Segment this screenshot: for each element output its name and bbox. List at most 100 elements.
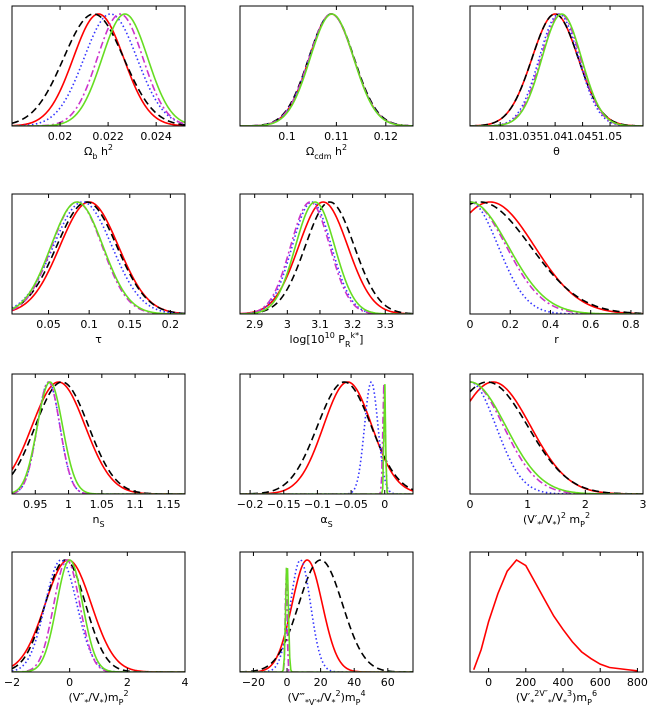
tau-tick-label: 0.05 xyxy=(36,318,61,331)
panel-ns: 0.95 1 1.05 1.1 1.15 nS xyxy=(11,373,186,529)
alpha-s-tick-label: −0.2 xyxy=(237,498,264,511)
r-curve-black-dashed xyxy=(470,201,643,314)
omega-b-tick-label: 0.024 xyxy=(140,130,172,143)
r-tick-label: 0 xyxy=(467,318,474,331)
panel-v4: 0 200 400 600 800 (V′*2V″*/V*3)mP6 xyxy=(469,551,648,706)
theta-curve-green-solid xyxy=(470,13,643,126)
omega-cdm-tick-label: 0.12 xyxy=(374,130,399,143)
alpha-s-curve-blue-dotted xyxy=(240,381,413,494)
omega-cdm-curve-black-dashed xyxy=(240,13,413,126)
v1-curve-red-solid xyxy=(470,381,643,494)
v2-frame xyxy=(11,551,186,673)
log-pr-tick-label: 3.2 xyxy=(344,318,362,331)
log-pr-tick-label: 2.9 xyxy=(246,318,264,331)
v3-tick-label: −20 xyxy=(242,676,265,689)
omega-cdm-curve-green-solid xyxy=(240,13,413,126)
theta-curve-black-dashed xyxy=(470,13,643,126)
r-curve-red-solid xyxy=(470,201,643,314)
omega-cdm-tick-label: 0.11 xyxy=(324,130,349,143)
v3-tick-label: 0 xyxy=(284,676,291,689)
ns-tick-label: 1 xyxy=(65,498,72,511)
v4-tick-label: 400 xyxy=(553,676,574,689)
log-pr-tick-label: 3 xyxy=(284,318,291,331)
omega-b-curve-blue-dotted xyxy=(12,13,185,126)
theta-curve-blue-dotted xyxy=(470,13,643,126)
alpha-s-xlabel: αS xyxy=(320,513,332,529)
omega-cdm-curve-blue-dotted xyxy=(240,13,413,126)
panel-v2: −2 0 2 4 (V″*/V*)mP2 xyxy=(4,551,189,706)
omega-b-curve-magenta-dashdot xyxy=(12,13,185,126)
v1-tick-label: 3 xyxy=(640,498,647,511)
v3-xlabel: (V‴*V′*/V*2)mP4 xyxy=(287,689,365,706)
panel-log-pr: 2.9 3 3.1 3.2 3.3 log[1010 PRk*] xyxy=(239,193,414,349)
alpha-s-tick-label: 0 xyxy=(381,498,388,511)
v1-curve-black-dashed xyxy=(470,381,643,494)
theta-tick-label: 1.035 xyxy=(512,130,544,143)
r-tick-label: 0.6 xyxy=(582,318,600,331)
ns-tick-label: 1.05 xyxy=(90,498,115,511)
log-pr-xlabel: log[1010 PRk*] xyxy=(290,331,364,349)
panel-omega-b: 0.02 0.022 0.024 Ωb h2 xyxy=(11,5,186,161)
panel-theta: 1.03 1.035 1.04 1.045 1.05 θ xyxy=(469,5,644,158)
ns-tick-label: 0.95 xyxy=(23,498,48,511)
v2-curve-red-solid xyxy=(12,559,185,672)
tau-frame xyxy=(11,193,186,315)
panel-alpha-s: −0.2 −0.15 −0.1 −0.05 0 αS xyxy=(237,373,414,529)
log-pr-tick-label: 3.1 xyxy=(311,318,329,331)
v3-curve-blue-dotted xyxy=(240,559,413,672)
tau-curve-magenta-dashdot xyxy=(12,201,185,314)
ns-tick-label: 1.1 xyxy=(126,498,144,511)
omega-b-tick-label: 0.022 xyxy=(92,130,124,143)
theta-tick-label: 1.03 xyxy=(488,130,513,143)
v3-curve-red-solid xyxy=(240,559,413,672)
tau-tick-label: 0.15 xyxy=(118,318,143,331)
r-tick-label: 0.2 xyxy=(501,318,519,331)
omega-b-curve-red-solid xyxy=(12,13,185,126)
omega-b-xlabel: Ωb h2 xyxy=(84,143,113,161)
log-pr-curve-red-solid xyxy=(240,201,413,314)
v1-curve-magenta-dashdot xyxy=(470,381,643,494)
panel-v1: 0 1 2 3 (V′*/V*)2 mP2 xyxy=(467,373,647,529)
alpha-s-tick-label: −0.05 xyxy=(334,498,368,511)
v3-tick-label: 60 xyxy=(381,676,395,689)
v4-curve-red-solid xyxy=(472,558,638,672)
omega-cdm-xlabel: Ωcdm h2 xyxy=(306,143,347,161)
v1-tick-label: 0 xyxy=(467,498,474,511)
r-tick-label: 0.4 xyxy=(542,318,560,331)
omega-b-frame xyxy=(11,5,186,127)
ns-curve-blue-dotted xyxy=(12,381,185,494)
v4-tick-label: 800 xyxy=(627,676,648,689)
theta-xlabel: θ xyxy=(553,145,560,158)
v2-curve-blue-dotted xyxy=(12,559,185,672)
tau-tick-label: 0.2 xyxy=(162,318,180,331)
ns-curve-black-dashed xyxy=(12,381,185,494)
tau-curve-black-dashed xyxy=(12,201,185,314)
v3-tick-label: 20 xyxy=(314,676,328,689)
r-curve-magenta-dashdot xyxy=(470,201,643,314)
alpha-s-tick-label: −0.1 xyxy=(304,498,331,511)
theta-curve-magenta-dashdot xyxy=(470,13,643,126)
panel-omega-cdm: 0.1 0.11 0.12 Ωcdm h2 xyxy=(239,5,414,161)
log-pr-curve-green-solid xyxy=(240,201,413,314)
v1-xlabel: (V′*/V*)2 mP2 xyxy=(523,511,590,529)
theta-tick-label: 1.045 xyxy=(567,130,599,143)
alpha-s-frame xyxy=(239,373,414,495)
v3-curve-black-dashed xyxy=(240,559,413,672)
omega-cdm-curve-red-solid xyxy=(240,13,413,126)
v1-tick-label: 2 xyxy=(582,498,589,511)
theta-tick-label: 1.05 xyxy=(598,130,623,143)
r-curve-blue-dotted xyxy=(470,201,643,314)
panel-r: 0 0.2 0.4 0.6 0.8 r xyxy=(467,193,644,346)
ns-tick-label: 1.15 xyxy=(156,498,181,511)
r-curve-green-solid xyxy=(470,201,643,314)
ns-curve-green-solid xyxy=(12,381,185,494)
r-frame xyxy=(469,193,644,315)
v2-tick-label: 4 xyxy=(182,676,189,689)
r-tick-label: 0.8 xyxy=(622,318,640,331)
ns-frame xyxy=(11,373,186,495)
tau-curve-blue-dotted xyxy=(12,201,185,314)
theta-tick-label: 1.04 xyxy=(543,130,568,143)
tau-curve-red-solid xyxy=(12,201,185,314)
v4-xlabel: (V′*2V″*/V*3)mP6 xyxy=(516,689,597,706)
